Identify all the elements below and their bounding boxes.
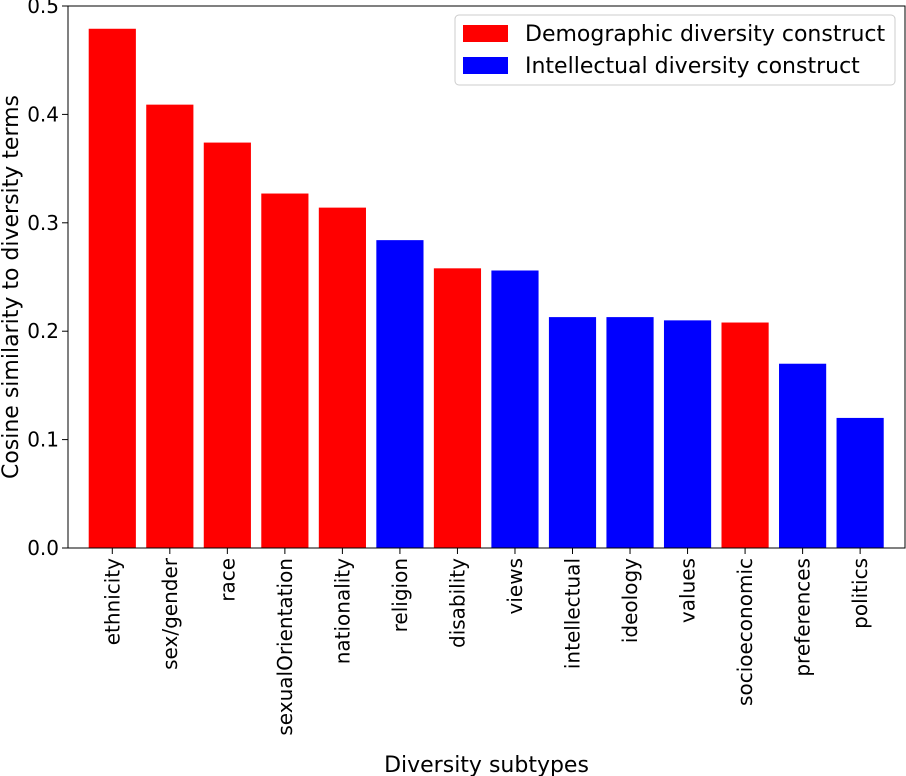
bar-sexualorientation [261,193,309,549]
x-tick-label: intellectual [561,558,585,669]
bar-intellectual [548,317,597,548]
y-tick-label: 0.1 [27,428,59,452]
x-tick-label: sexualOrientation [273,558,297,736]
y-tick-label: 0.0 [27,536,59,560]
bar-religion [376,240,424,549]
legend-swatch-intellectual [463,57,508,74]
y-tick-label: 0.2 [27,319,59,343]
x-tick-label: nationality [330,558,354,664]
bar-nationality [318,207,366,548]
plot-frame [67,5,906,549]
legend: Demographic diversity construct Intellect… [454,14,896,86]
bar-ethnicity [88,28,136,549]
legend-frame [454,14,896,86]
x-tick-label: sex/gender [158,557,182,670]
x-tick-label: politics [848,558,872,629]
x-axis-title: Diversity subtypes [384,753,589,776]
bar-preferences [779,363,827,548]
y-axis-ticks: 0.0 0.1 0.2 0.3 0.4 0.5 [27,0,68,560]
bar-values [663,320,712,548]
x-tick-label: disability [445,558,469,648]
y-tick-label: 0.3 [27,211,59,235]
y-tick-label: 0.5 [27,0,59,18]
bar-views [491,270,539,548]
bar-disability [433,268,482,548]
bar-socioeconomic [721,322,769,548]
legend-swatch-demographic [463,25,508,42]
x-axis-ticks: ethnicity sex/gender race sexualOrientation… [100,548,872,736]
y-tick-label: 0.4 [27,102,59,126]
y-axis-title: Cosine similarity to diversity terms [0,95,24,479]
bar-sex-gender [146,104,194,549]
x-tick-label: socioeconomic [733,558,757,706]
x-tick-label: preferences [791,558,815,677]
x-tick-label: ideology [618,558,642,643]
legend-label-demographic: Demographic diversity construct [525,22,886,47]
legend-label-intellectual: Intellectual diversity construct [525,54,860,79]
x-tick-label: race [215,558,239,602]
bar-race [203,142,251,549]
x-tick-label: religion [388,558,412,632]
x-tick-label: values [676,558,700,623]
bar-ideology [606,317,654,548]
x-tick-label: ethnicity [100,558,124,645]
bars-group [88,28,884,549]
x-tick-label: views [503,558,527,614]
bar-politics [836,417,884,548]
